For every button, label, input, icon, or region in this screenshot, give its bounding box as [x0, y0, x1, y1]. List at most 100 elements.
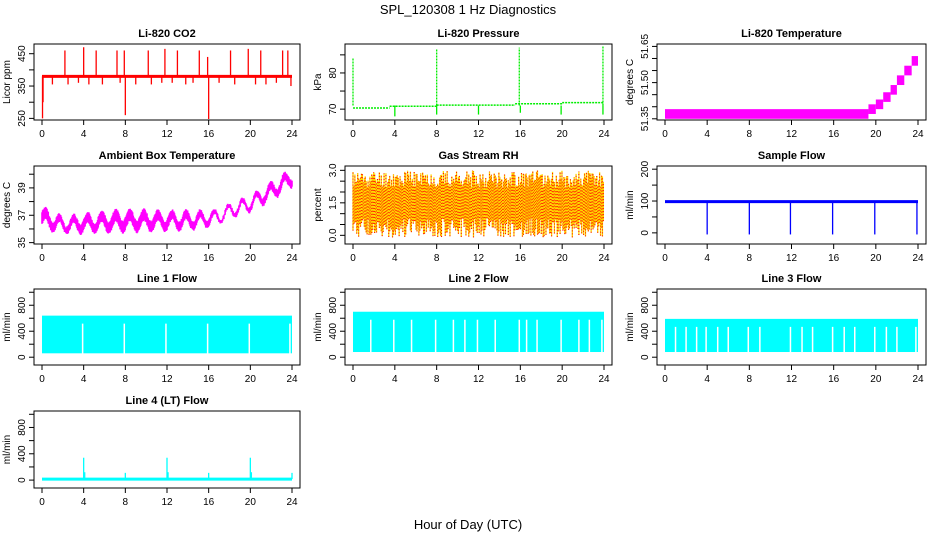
y-tick-label: 51.65 [640, 33, 651, 58]
x-tick-label: 24 [286, 253, 298, 264]
y-tick-label: 0 [328, 354, 339, 360]
y-tick-label: 0 [17, 477, 28, 483]
x-tick-label: 24 [598, 129, 610, 140]
x-tick-label: 24 [912, 253, 924, 264]
x-tick-label: 0 [662, 129, 668, 140]
x-tick-label: 0 [39, 374, 45, 385]
panel-sample-flow: Sample Flow ml/min 0 4 8 12 16 20 24 0 100 200 [625, 150, 927, 264]
x-tick-label: 0 [39, 497, 45, 508]
x-tick-label: 12 [161, 129, 173, 140]
x-tick-label: 12 [786, 374, 798, 385]
y-tick-label: 70 [328, 103, 339, 115]
series-line1 [42, 315, 292, 358]
x-tick-label: 12 [473, 374, 485, 385]
series-co2 [41, 47, 292, 120]
series-rh [352, 170, 605, 238]
temperature-band [896, 75, 905, 86]
y-tick-label: 400 [328, 322, 339, 339]
y-axis-label: ml/min [625, 190, 636, 219]
x-tick-label: 4 [81, 497, 87, 508]
x-tick-label: 0 [39, 129, 45, 140]
panel-title: Line 2 Flow [449, 273, 509, 285]
y-axis-label: degrees C [625, 59, 636, 105]
y-tick-label: 800 [328, 296, 339, 313]
y-tick-label: 400 [640, 322, 651, 339]
x-tick-label: 4 [81, 129, 87, 140]
x-tick-label: 24 [912, 129, 924, 140]
y-tick-label: 100 [640, 192, 651, 209]
x-tick-label: 20 [870, 129, 882, 140]
panel-title: Gas Stream RH [438, 150, 518, 162]
x-tick-label: 12 [473, 129, 485, 140]
x-tick-label: 4 [704, 374, 710, 385]
x-tick-label: 20 [870, 253, 882, 264]
panel-line2: Line 2 Flow ml/min 0 4 8 12 16 20 24 0 400 800 [313, 273, 613, 385]
series-line4 [42, 457, 293, 481]
x-tick-label: 12 [161, 497, 173, 508]
y-axis-label: percent [313, 188, 324, 222]
y-tick-label: 35 [17, 237, 28, 249]
x-tick-label: 4 [704, 129, 710, 140]
panel-title: Line 4 (LT) Flow [126, 395, 209, 407]
x-tick-label: 4 [392, 129, 398, 140]
y-tick-label: 51.50 [640, 70, 651, 95]
x-tick-label: 20 [557, 374, 569, 385]
panel-title: Sample Flow [758, 150, 826, 162]
x-tick-label: 16 [828, 253, 840, 264]
series-licor-temp [665, 56, 918, 119]
x-tick-label: 16 [828, 129, 840, 140]
y-tick-label: 51.35 [640, 106, 651, 131]
panel-ambient-temp: Ambient Box Temperature degrees C 0 4 8 12 16 2… [2, 150, 301, 264]
x-tick-label: 4 [81, 253, 87, 264]
x-tick-label: 4 [81, 374, 87, 385]
y-axis-label: ml/min [2, 435, 13, 464]
x-tick-label: 20 [557, 253, 569, 264]
x-tick-label: 16 [203, 374, 215, 385]
x-tick-label: 20 [245, 497, 257, 508]
panel-title: Li-820 CO2 [138, 28, 195, 40]
panel-co2: Li-820 CO2 Licor ppm 0 4 8 12 16 20 24 250 350 450 [2, 28, 301, 140]
temperature-band [890, 85, 897, 95]
y-tick-label: 80 [328, 67, 339, 79]
x-tick-label: 12 [786, 129, 798, 140]
y-tick-label: 0 [640, 354, 651, 360]
x-tick-label: 8 [434, 374, 440, 385]
x-tick-label: 0 [350, 253, 356, 264]
y-tick-label: 800 [17, 296, 28, 313]
x-tick-label: 8 [747, 253, 753, 264]
x-tick-label: 20 [245, 374, 257, 385]
x-tick-label: 24 [598, 253, 610, 264]
x-tick-label: 16 [515, 374, 527, 385]
series-pressure [352, 45, 604, 117]
x-tick-label: 12 [161, 374, 173, 385]
x-tick-label: 0 [662, 253, 668, 264]
temperature-band [883, 92, 891, 102]
x-tick-label: 0 [350, 374, 356, 385]
x-tick-label: 20 [557, 129, 569, 140]
y-tick-label: 200 [640, 160, 651, 177]
temperature-band [875, 99, 884, 110]
panel-title: Line 1 Flow [137, 273, 197, 285]
x-tick-label: 20 [245, 253, 257, 264]
y-tick-label: 37 [17, 209, 28, 221]
y-tick-label: 400 [17, 322, 28, 339]
series-line2 [353, 311, 604, 357]
x-tick-label: 8 [123, 374, 129, 385]
x-tick-label: 8 [747, 129, 753, 140]
series-sample-flow [665, 200, 918, 235]
x-tick-label: 4 [704, 253, 710, 264]
x-tick-label: 0 [39, 253, 45, 264]
figure-title: SPL_120308 1 Hz Diagnostics [379, 2, 557, 17]
panel-title: Li-820 Temperature [741, 28, 842, 40]
y-tick-label: 450 [17, 45, 28, 62]
panel-title: Line 3 Flow [762, 273, 822, 285]
x-tick-label: 12 [161, 253, 173, 264]
x-tick-label: 20 [245, 129, 257, 140]
panel-title: Li-820 Pressure [438, 28, 520, 40]
y-tick-label: 800 [640, 296, 651, 313]
x-tick-label: 8 [434, 253, 440, 264]
x-tick-label: 24 [286, 129, 298, 140]
x-tick-label: 8 [434, 129, 440, 140]
y-axis-label: ml/min [2, 312, 13, 341]
